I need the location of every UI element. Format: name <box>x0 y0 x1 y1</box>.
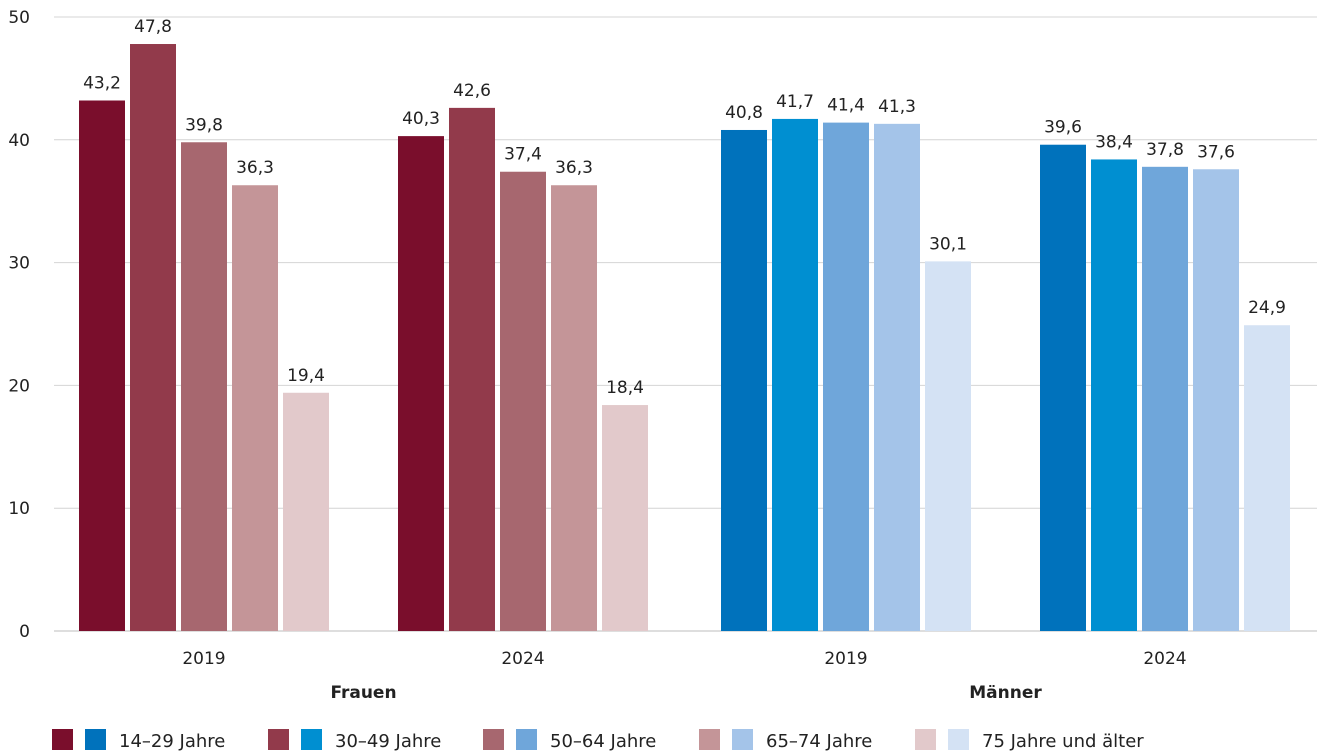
y-axis-ticks: 0 10 20 30 40 50 <box>8 8 30 642</box>
data-label: 42,6 <box>453 81 491 101</box>
legend-swatch-maenner <box>301 729 322 750</box>
data-label: 36,3 <box>555 158 593 178</box>
bar <box>1244 325 1290 631</box>
legend-label: 75 Jahre und älter <box>982 731 1144 751</box>
data-label: 41,7 <box>776 92 814 112</box>
data-label: 41,4 <box>827 96 865 116</box>
legend-swatch-frauen <box>699 729 720 750</box>
y-tick-label: 10 <box>8 499 30 519</box>
data-labels: 43,2 47,8 39,8 36,3 19,4 40,3 42,6 37,4 36,3 18,4… <box>83 17 1286 398</box>
x-category-label: 2019 <box>824 649 867 669</box>
legend-swatch-maenner <box>516 729 537 750</box>
legend-swatch-frauen <box>268 729 289 750</box>
bar <box>449 107 495 631</box>
y-tick-label: 20 <box>8 376 30 396</box>
bar <box>1193 169 1239 631</box>
bar <box>602 405 648 631</box>
bar <box>500 171 546 631</box>
data-label: 39,8 <box>185 115 223 135</box>
x-category-label: 2024 <box>501 649 544 669</box>
bar <box>232 185 278 631</box>
legend-swatch-frauen <box>915 729 936 750</box>
bar <box>1040 144 1086 631</box>
y-tick-label: 0 <box>19 622 30 642</box>
y-tick-label: 30 <box>8 254 30 274</box>
bar <box>874 123 920 631</box>
data-label: 19,4 <box>287 366 325 386</box>
group-labels: Frauen Männer <box>330 683 1042 703</box>
bar <box>823 122 869 631</box>
bar <box>283 392 329 631</box>
legend-swatch-maenner <box>85 729 106 750</box>
legend-swatch-maenner <box>732 729 753 750</box>
data-label: 37,8 <box>1146 140 1184 160</box>
bar <box>181 142 227 632</box>
bar <box>772 118 818 631</box>
legend-swatch-frauen <box>52 729 73 750</box>
data-label: 37,4 <box>504 145 542 165</box>
data-label: 40,8 <box>725 103 763 123</box>
bar <box>1091 159 1137 631</box>
legend-label: 50–64 Jahre <box>550 731 656 751</box>
legend: 14–29 Jahre 30–49 Jahre 50–64 Jahre 65–74 J… <box>52 729 1144 751</box>
bar <box>1142 166 1188 632</box>
bars <box>79 44 1290 632</box>
data-label: 24,9 <box>1248 298 1286 318</box>
data-label: 38,4 <box>1095 132 1133 152</box>
legend-label: 65–74 Jahre <box>766 731 872 751</box>
y-tick-label: 50 <box>8 8 30 28</box>
bar <box>79 100 125 631</box>
data-label: 36,3 <box>236 158 274 178</box>
data-label: 37,6 <box>1197 142 1235 162</box>
data-label: 30,1 <box>929 234 967 254</box>
legend-swatch-frauen <box>483 729 504 750</box>
legend-label: 14–29 Jahre <box>119 731 225 751</box>
data-label: 43,2 <box>83 74 121 94</box>
data-label: 47,8 <box>134 17 172 37</box>
group-label-maenner: Männer <box>969 683 1042 703</box>
legend-swatch-maenner <box>948 729 969 750</box>
data-label: 18,4 <box>606 378 644 398</box>
data-label: 39,6 <box>1044 118 1082 138</box>
x-category-label: 2024 <box>1143 649 1186 669</box>
data-label: 41,3 <box>878 97 916 117</box>
bar <box>398 136 444 631</box>
x-category-label: 2019 <box>182 649 225 669</box>
bar <box>130 44 176 632</box>
bar <box>925 261 971 631</box>
data-label: 40,3 <box>402 109 440 129</box>
y-tick-label: 40 <box>8 131 30 151</box>
bar <box>721 129 767 631</box>
legend-label: 30–49 Jahre <box>335 731 441 751</box>
x-axis-categories: 2019 2024 2019 2024 <box>182 649 1186 669</box>
group-label-frauen: Frauen <box>330 683 396 703</box>
bar <box>551 185 597 631</box>
